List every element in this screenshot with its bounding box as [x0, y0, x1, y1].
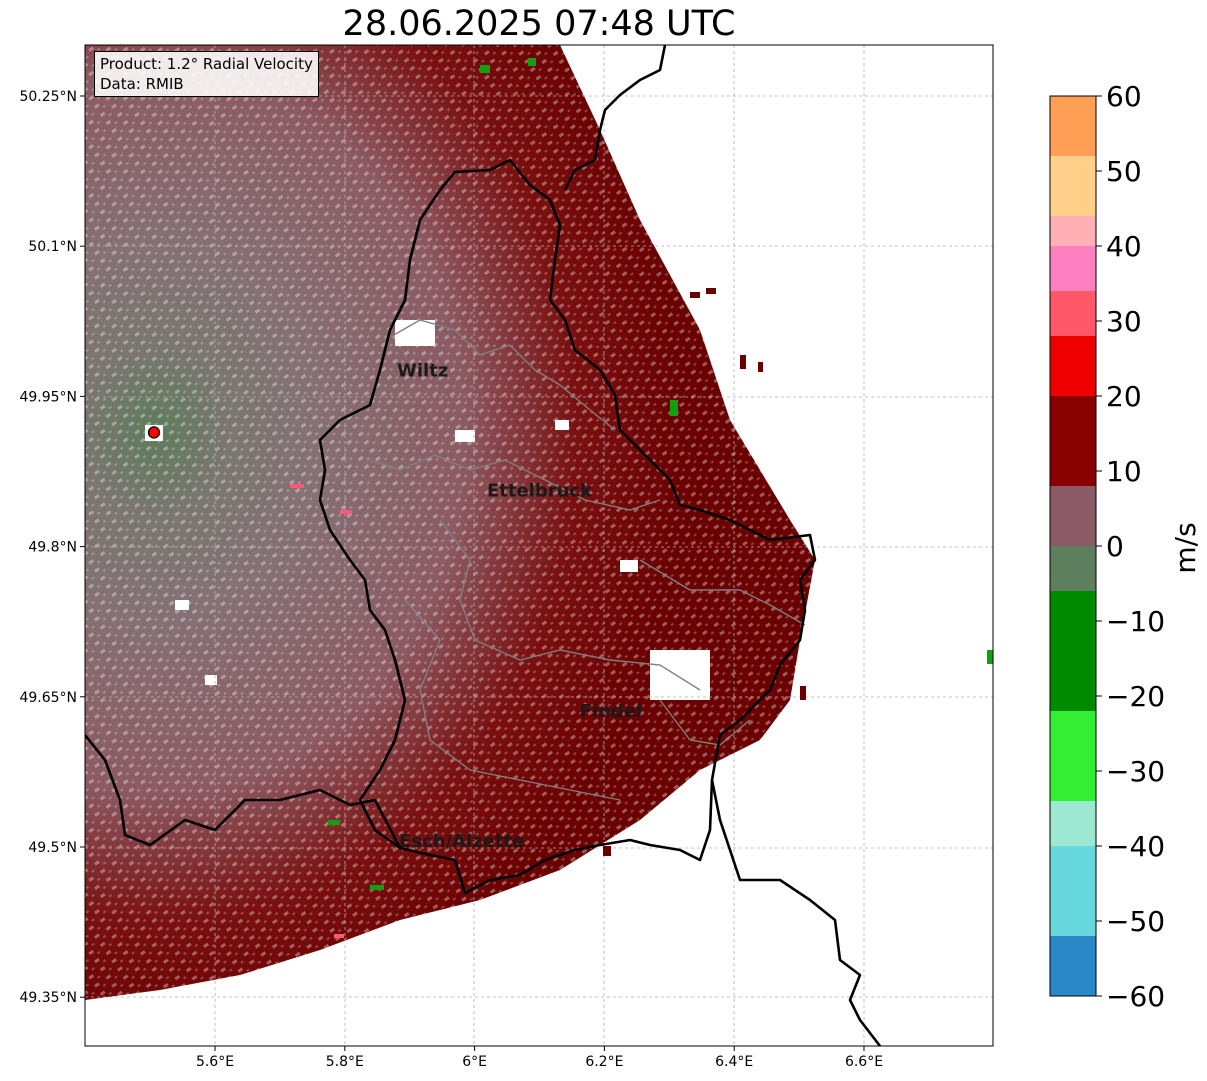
lat-tick-label: 49.5°N — [28, 840, 77, 856]
lat-tick-label: 49.35°N — [19, 990, 77, 1006]
lon-tick-label: 6.2°E — [585, 1054, 623, 1070]
luxembourg-border — [318, 158, 817, 895]
city-label: Ettelbruck — [487, 481, 593, 502]
colorbar-tick-label: 0 — [1106, 530, 1124, 563]
pink-echoes — [290, 484, 352, 938]
colorbar-tick-label: 60 — [1106, 80, 1142, 113]
colorbar-band — [1050, 801, 1096, 846]
lon-tick-label: 6.6°E — [845, 1054, 883, 1070]
colorbar-band — [1050, 291, 1096, 336]
plot-frame — [84, 44, 994, 1047]
lon-tick-label: 6°E — [462, 1054, 487, 1070]
longitude-axis: 5.6°E 5.8°E 6°E 6.2°E 6.4°E 6.6°E — [196, 1046, 883, 1070]
germany-border-north — [563, 45, 667, 191]
lat-tick-label: 50.1°N — [28, 239, 77, 255]
colorbar-tick-label: −60 — [1106, 980, 1165, 1013]
colorbar-band — [1050, 336, 1096, 396]
plot-area: Wiltz Ettelbruck Findel Esch/Alzette — [85, 45, 993, 1046]
green-echoes — [328, 58, 993, 890]
city-labels: Wiltz Ettelbruck Findel Esch/Alzette — [397, 360, 642, 852]
colorbar-band — [1050, 711, 1096, 801]
colorbar-band — [1050, 486, 1096, 546]
colorbar-band — [1050, 846, 1096, 936]
colorbar-band — [1050, 216, 1096, 246]
colorbar-tick-label: −30 — [1106, 755, 1165, 788]
city-label: Esch/Alzette — [399, 831, 524, 852]
colorbar-tick-label: −10 — [1106, 605, 1165, 638]
scattered-echoes — [603, 288, 806, 856]
gridlines — [85, 45, 993, 1046]
colorbar-band — [1050, 936, 1096, 996]
lon-tick-label: 5.8°E — [326, 1054, 364, 1070]
colorbar-band — [1050, 156, 1096, 216]
colorbar-tick-label: −50 — [1106, 905, 1165, 938]
lat-tick-label: 49.8°N — [28, 540, 77, 556]
lon-tick-label: 6.4°E — [715, 1054, 753, 1070]
lat-tick-label: 50.25°N — [19, 89, 77, 105]
info-box: Product: 1.2° Radial Velocity Data: RMIB — [94, 51, 319, 97]
product-label: Product: 1.2° Radial Velocity — [100, 55, 313, 73]
city-label: Findel — [580, 701, 643, 722]
colorbar-band — [1050, 246, 1096, 291]
france-germany-border — [710, 779, 882, 1046]
lat-tick-label: 49.65°N — [19, 690, 77, 706]
colorbar-tick-label: 40 — [1106, 230, 1142, 263]
colorbar-unit-label: m/s — [1169, 522, 1202, 573]
colorbar: 60 50 40 30 20 10 0 −10 −20 −30 −40 −50 −60 — [1049, 80, 1165, 1013]
colorbar-tick-label: 10 — [1106, 455, 1142, 488]
colorbar-band — [1050, 96, 1096, 156]
france-border — [85, 734, 402, 849]
data-source-label: Data: RMIB — [100, 75, 184, 93]
colorbar-band — [1050, 396, 1096, 486]
lon-tick-label: 5.6°E — [196, 1054, 234, 1070]
canton-borders — [369, 319, 806, 801]
radar-site-marker — [147, 426, 161, 439]
colorbar-tick-label: −40 — [1106, 830, 1165, 863]
chart-title: 28.06.2025 07:48 UTC — [342, 4, 736, 44]
city-label: Wiltz — [397, 360, 448, 381]
colorbar-tick-label: 30 — [1106, 305, 1142, 338]
colorbar-tick-label: 20 — [1106, 380, 1142, 413]
lat-tick-label: 49.95°N — [19, 389, 77, 405]
colorbar-band — [1050, 546, 1096, 591]
latitude-axis: 50.25°N 50.1°N 49.95°N 49.8°N 49.65°N 49.5°N 4… — [19, 89, 85, 1006]
colorbar-band — [1050, 591, 1096, 711]
colorbar-tick-label: −20 — [1106, 680, 1165, 713]
national-borders — [85, 45, 882, 1046]
colorbar-tick-label: 50 — [1106, 155, 1142, 188]
